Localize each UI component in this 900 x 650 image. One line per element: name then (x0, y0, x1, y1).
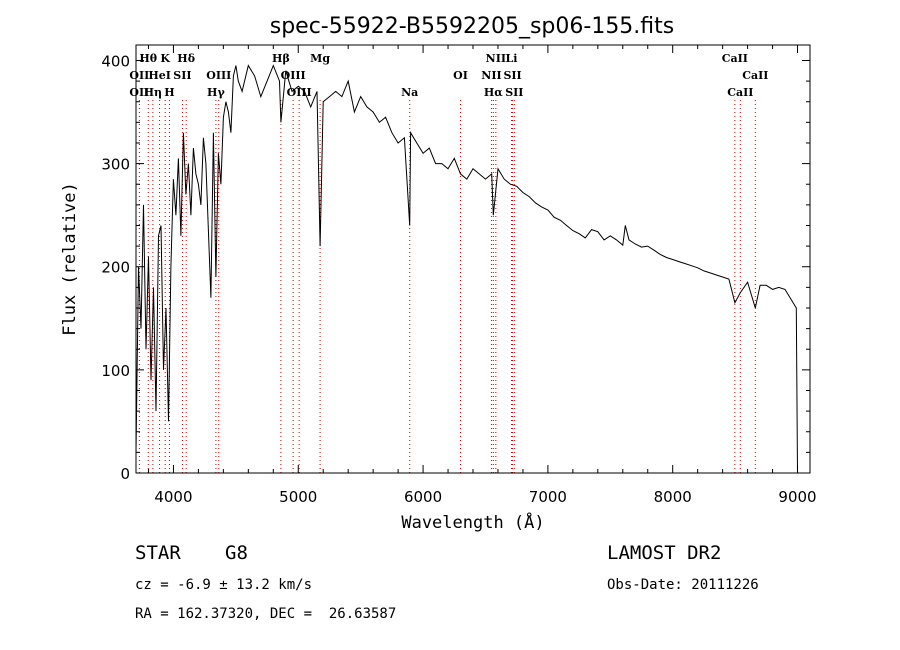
x-tick-label: 4000 (154, 488, 192, 506)
plot-frame (135, 44, 811, 474)
line-label: SII (503, 69, 521, 82)
x-tick-label: 5000 (279, 488, 317, 506)
line-label: Mg (310, 52, 330, 65)
line-label: CaII (742, 69, 768, 82)
line-label: CaII (727, 86, 753, 99)
marker-lines (138, 100, 756, 473)
y-axis-label: Flux (relative) (60, 182, 80, 336)
line-label: Hθ (139, 52, 157, 65)
line-label: K (160, 52, 170, 65)
x-axis-label: Wavelength (Å) (401, 511, 544, 533)
y-tick-label: 400 (101, 52, 130, 70)
line-label: NII (486, 52, 506, 65)
line-label: OII (129, 86, 149, 99)
spectrum-line (135, 64, 798, 474)
y-tick-label: 0 (120, 465, 130, 483)
cz-value: cz = -6.9 ± 13.2 km/s (135, 577, 313, 593)
line-label: CaII (722, 52, 748, 65)
line-label: OIII (206, 69, 231, 82)
x-tick-label: 7000 (529, 488, 567, 506)
line-label: OII (129, 69, 149, 82)
line-label: Hα (484, 86, 503, 99)
survey-name: LAMOST DR2 (607, 542, 722, 564)
line-label: SII (505, 86, 523, 99)
object-class: STAR (135, 542, 181, 564)
y-tick-label: 200 (101, 259, 130, 277)
x-axis: 4000 5000 6000 7000 8000 9000 (147, 45, 817, 506)
line-label: OI (453, 69, 468, 82)
y-axis: 0 100 200 300 400 (101, 52, 810, 483)
line-label: Hδ (177, 52, 195, 65)
x-tick-label: 8000 (654, 488, 692, 506)
line-label: Hη (144, 86, 162, 99)
line-label: OIII (287, 86, 312, 99)
line-label: HeI (148, 69, 171, 82)
x-tick-label: 6000 (404, 488, 442, 506)
line-label: SII (173, 69, 191, 82)
line-label: H (164, 86, 174, 99)
object-subclass: G8 (225, 542, 248, 564)
obs-date: Obs-Date: 20111226 (607, 577, 759, 593)
y-tick-label: 100 (101, 362, 130, 380)
line-label: NII (481, 69, 501, 82)
line-label: OIII (281, 69, 306, 82)
coordinates: RA = 162.37320, DEC = 26.63587 (135, 606, 397, 622)
line-label: Hγ (207, 86, 225, 99)
line-label: Hβ (272, 52, 290, 65)
x-tick-label: 9000 (778, 488, 816, 506)
y-tick-label: 300 (101, 156, 130, 174)
chart-title: spec-55922-B5592205_sp06-155.fits (270, 14, 675, 39)
line-label: Li (505, 52, 517, 65)
line-label: Na (401, 86, 418, 99)
